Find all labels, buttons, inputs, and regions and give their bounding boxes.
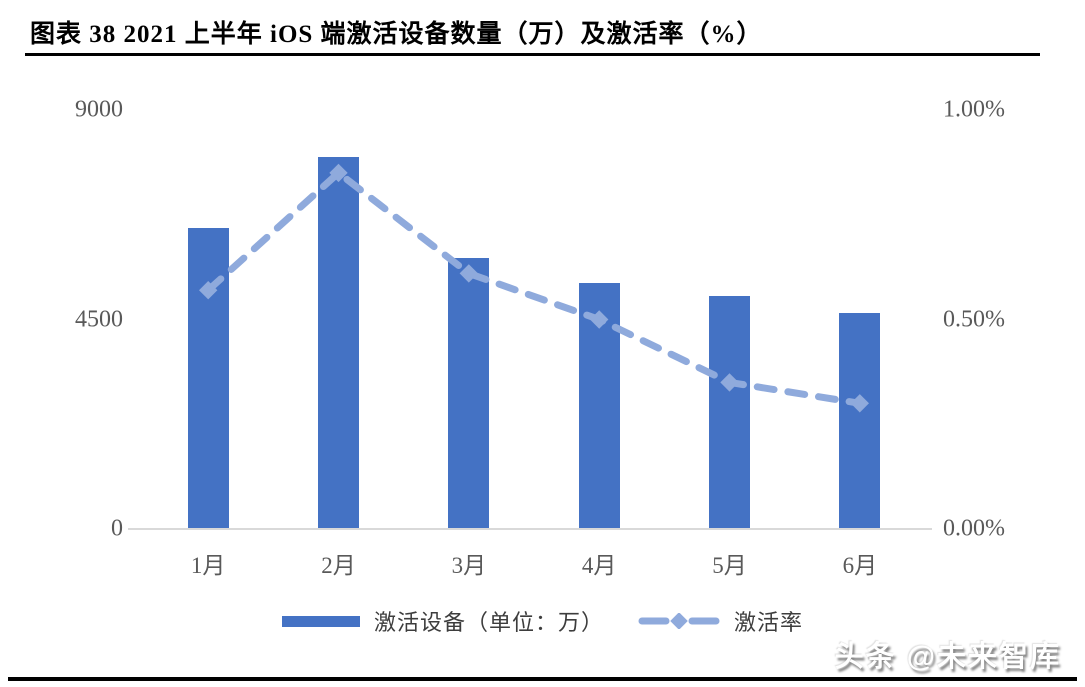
line-marker-4月 bbox=[590, 310, 609, 329]
rate-line-series bbox=[199, 163, 869, 413]
line-marker-6月 bbox=[850, 394, 869, 413]
watermark: 头条 @未来智库 bbox=[834, 641, 1061, 673]
x-axis-label-1月: 1月 bbox=[190, 553, 226, 578]
bar-3月 bbox=[448, 258, 490, 529]
chart-title: 图表 38 2021 上半年 iOS 端激活设备数量（万）及激活率（%） bbox=[30, 21, 763, 48]
left-axis-tick: 9000 bbox=[75, 96, 123, 123]
title-underline bbox=[25, 53, 1040, 56]
x-axis-label-4月: 4月 bbox=[581, 553, 617, 578]
right-axis-tick: 0.50% bbox=[943, 306, 1005, 332]
legend-item-line: 激活率 bbox=[638, 605, 803, 637]
bar-6月 bbox=[839, 312, 881, 529]
bar-2月 bbox=[318, 156, 359, 529]
rate-line bbox=[204, 168, 864, 407]
right-axis-tick: 1.00% bbox=[943, 96, 1005, 123]
x-axis-label-6月: 6月 bbox=[842, 553, 878, 578]
legend-label-line: 激活率 bbox=[734, 610, 804, 635]
x-axis-label-5月: 5月 bbox=[712, 553, 747, 578]
page-bottom-rule bbox=[8, 677, 1077, 681]
line-marker-3月 bbox=[459, 264, 478, 283]
plot-area bbox=[143, 110, 925, 529]
bar-series-swatch-icon bbox=[281, 615, 360, 627]
right-axis-tick: 0.00% bbox=[943, 515, 1005, 542]
right-y-axis: 1.00% 0.50% 0.00% bbox=[943, 97, 1043, 542]
line-marker-5月 bbox=[720, 373, 739, 392]
legend-label-bars: 激活设备（单位：万） bbox=[373, 610, 604, 635]
legend-item-bars: 激活设备（单位：万） bbox=[281, 605, 604, 637]
left-y-axis: 9000 4500 0 bbox=[30, 97, 123, 542]
x-axis-label-2月: 2月 bbox=[321, 553, 356, 578]
x-axis-labels: 1月 2月 3月 4月 5月 6月 bbox=[143, 546, 925, 578]
left-axis-tick: 4500 bbox=[75, 306, 123, 332]
bar-5月 bbox=[709, 296, 750, 529]
line-series-swatch-icon bbox=[638, 613, 720, 629]
left-axis-tick: 0 bbox=[111, 515, 123, 542]
x-axis-baseline bbox=[128, 528, 932, 530]
x-axis-label-3月: 3月 bbox=[451, 553, 487, 578]
chart-legend: 激活设备（单位：万） 激活率 bbox=[0, 605, 1085, 637]
